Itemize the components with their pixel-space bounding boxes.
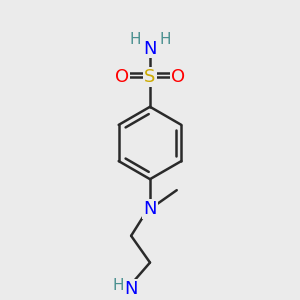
Text: H: H [159,32,171,46]
Text: N: N [143,200,157,218]
Text: O: O [171,68,185,86]
Text: N: N [143,40,157,58]
Text: O: O [115,68,129,86]
Text: H: H [129,32,141,46]
Text: N: N [124,280,138,298]
Text: H: H [113,278,124,293]
Text: S: S [144,68,156,86]
